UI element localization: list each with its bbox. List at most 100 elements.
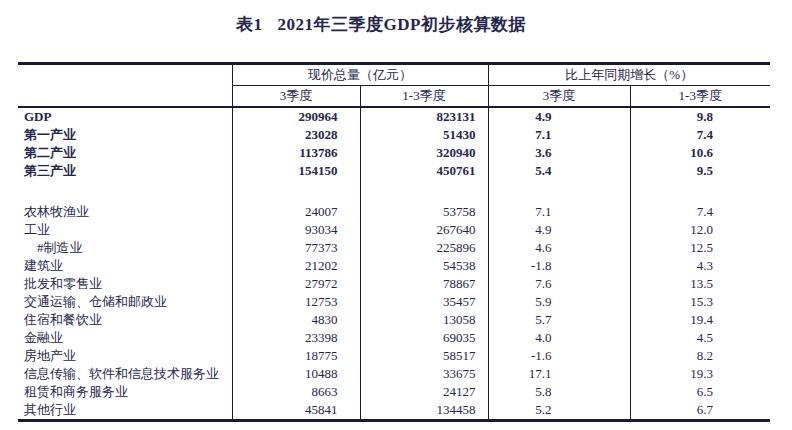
value-cell: 58517 bbox=[360, 347, 488, 365]
spacer-cell bbox=[232, 180, 360, 203]
table-row: 第二产业1137863209403.610.6 bbox=[18, 144, 770, 162]
value-cell: 154150 bbox=[232, 162, 360, 180]
value-cell: 21202 bbox=[232, 257, 360, 275]
row-label: 第三产业 bbox=[18, 162, 232, 180]
table-row: 交通运输、仓储和邮政业12753354575.915.3 bbox=[18, 293, 770, 311]
table-row: 工业930342676404.912.0 bbox=[18, 221, 770, 239]
document-page: 表1 2021年三季度GDP初步核算数据 现价总量（亿元） 比上年同期增长（%） … bbox=[0, 0, 792, 430]
value-cell: 12.5 bbox=[630, 239, 770, 257]
value-cell: 9.8 bbox=[630, 107, 770, 126]
value-cell: 4.6 bbox=[488, 239, 630, 257]
spacer-cell bbox=[18, 180, 232, 203]
value-cell: 5.7 bbox=[488, 311, 630, 329]
value-cell: 8.2 bbox=[630, 347, 770, 365]
value-cell: 24127 bbox=[360, 383, 488, 401]
subheader-q3-growth: 3季度 bbox=[488, 86, 630, 107]
table-row: 住宿和餐饮业4830130585.719.4 bbox=[18, 311, 770, 329]
header-group-row: 现价总量（亿元） 比上年同期增长（%） bbox=[18, 64, 770, 86]
value-cell: 5.2 bbox=[488, 401, 630, 421]
row-label: 房地产业 bbox=[18, 347, 232, 365]
value-cell: 134458 bbox=[360, 401, 488, 421]
table-title: 表1 2021年三季度GDP初步核算数据 bbox=[0, 13, 762, 36]
row-label: 信息传输、软件和信息技术服务业 bbox=[18, 365, 232, 383]
table-title-text: 2021年三季度GDP初步核算数据 bbox=[278, 15, 526, 34]
table-body: GDP2909648231314.99.8第一产业23028514307.17.… bbox=[18, 107, 770, 421]
row-label: 租赁和商务服务业 bbox=[18, 383, 232, 401]
value-cell: 290964 bbox=[232, 107, 360, 126]
value-cell: 4.0 bbox=[488, 329, 630, 347]
table-row: 金融业23398690354.04.5 bbox=[18, 329, 770, 347]
subheader-q1-3-total: 1-3季度 bbox=[360, 86, 488, 107]
value-cell: 823131 bbox=[360, 107, 488, 126]
value-cell: 113786 bbox=[232, 144, 360, 162]
value-cell: 35457 bbox=[360, 293, 488, 311]
row-label: 其他行业 bbox=[18, 401, 232, 421]
row-label: 第一产业 bbox=[18, 126, 232, 144]
row-label: 住宿和餐饮业 bbox=[18, 311, 232, 329]
value-cell: 6.5 bbox=[630, 383, 770, 401]
row-label: 批发和零售业 bbox=[18, 275, 232, 293]
table-row: 房地产业1877558517-1.68.2 bbox=[18, 347, 770, 365]
table-row: 农林牧渔业24007537587.17.4 bbox=[18, 203, 770, 221]
value-cell: 13058 bbox=[360, 311, 488, 329]
value-cell: 6.7 bbox=[630, 401, 770, 421]
table-row: 其他行业458411344585.26.7 bbox=[18, 401, 770, 421]
value-cell: -1.8 bbox=[488, 257, 630, 275]
value-cell: 7.6 bbox=[488, 275, 630, 293]
corner-cell bbox=[18, 64, 232, 107]
value-cell: 45841 bbox=[232, 401, 360, 421]
value-cell: 53758 bbox=[360, 203, 488, 221]
value-cell: 225896 bbox=[360, 239, 488, 257]
subheader-q1-3-growth: 1-3季度 bbox=[630, 86, 770, 107]
table-row: 租赁和商务服务业8663241275.86.5 bbox=[18, 383, 770, 401]
value-cell: 4.9 bbox=[488, 221, 630, 239]
value-cell: 51430 bbox=[360, 126, 488, 144]
value-cell: 12753 bbox=[232, 293, 360, 311]
row-label: 工业 bbox=[18, 221, 232, 239]
value-cell: 69035 bbox=[360, 329, 488, 347]
value-cell: 54538 bbox=[360, 257, 488, 275]
value-cell: 18775 bbox=[232, 347, 360, 365]
value-cell: 267640 bbox=[360, 221, 488, 239]
value-cell: 4.3 bbox=[630, 257, 770, 275]
value-cell: 33675 bbox=[360, 365, 488, 383]
value-cell: 8663 bbox=[232, 383, 360, 401]
table-title-prefix: 表1 bbox=[236, 15, 263, 34]
value-cell: 3.6 bbox=[488, 144, 630, 162]
value-cell: 320940 bbox=[360, 144, 488, 162]
gdp-data-table: 现价总量（亿元） 比上年同期增长（%） 3季度 1-3季度 3季度 1-3季度 … bbox=[18, 62, 770, 422]
table-row: 建筑业2120254538-1.84.3 bbox=[18, 257, 770, 275]
value-cell: 4830 bbox=[232, 311, 360, 329]
value-cell: 10.6 bbox=[630, 144, 770, 162]
value-cell: 7.4 bbox=[630, 126, 770, 144]
row-label: 交通运输、仓储和邮政业 bbox=[18, 293, 232, 311]
value-cell: -1.6 bbox=[488, 347, 630, 365]
value-cell: 10488 bbox=[232, 365, 360, 383]
table-row: #制造业773732258964.612.5 bbox=[18, 239, 770, 257]
row-label: 农林牧渔业 bbox=[18, 203, 232, 221]
value-cell: 7.1 bbox=[488, 126, 630, 144]
spacer-row bbox=[18, 180, 770, 203]
table-row: 第一产业23028514307.17.4 bbox=[18, 126, 770, 144]
value-cell: 5.8 bbox=[488, 383, 630, 401]
value-cell: 12.0 bbox=[630, 221, 770, 239]
table-row: 信息传输、软件和信息技术服务业104883367517.119.3 bbox=[18, 365, 770, 383]
value-cell: 450761 bbox=[360, 162, 488, 180]
value-cell: 19.3 bbox=[630, 365, 770, 383]
value-cell: 24007 bbox=[232, 203, 360, 221]
value-cell: 13.5 bbox=[630, 275, 770, 293]
row-label: #制造业 bbox=[18, 239, 232, 257]
value-cell: 7.4 bbox=[630, 203, 770, 221]
table-row: GDP2909648231314.99.8 bbox=[18, 107, 770, 126]
value-cell: 77373 bbox=[232, 239, 360, 257]
spacer-cell bbox=[488, 180, 630, 203]
row-label: GDP bbox=[18, 107, 232, 126]
value-cell: 15.3 bbox=[630, 293, 770, 311]
value-cell: 78867 bbox=[360, 275, 488, 293]
value-cell: 17.1 bbox=[488, 365, 630, 383]
row-label: 金融业 bbox=[18, 329, 232, 347]
value-cell: 23398 bbox=[232, 329, 360, 347]
subheader-q3-total: 3季度 bbox=[232, 86, 360, 107]
value-cell: 93034 bbox=[232, 221, 360, 239]
row-label: 建筑业 bbox=[18, 257, 232, 275]
